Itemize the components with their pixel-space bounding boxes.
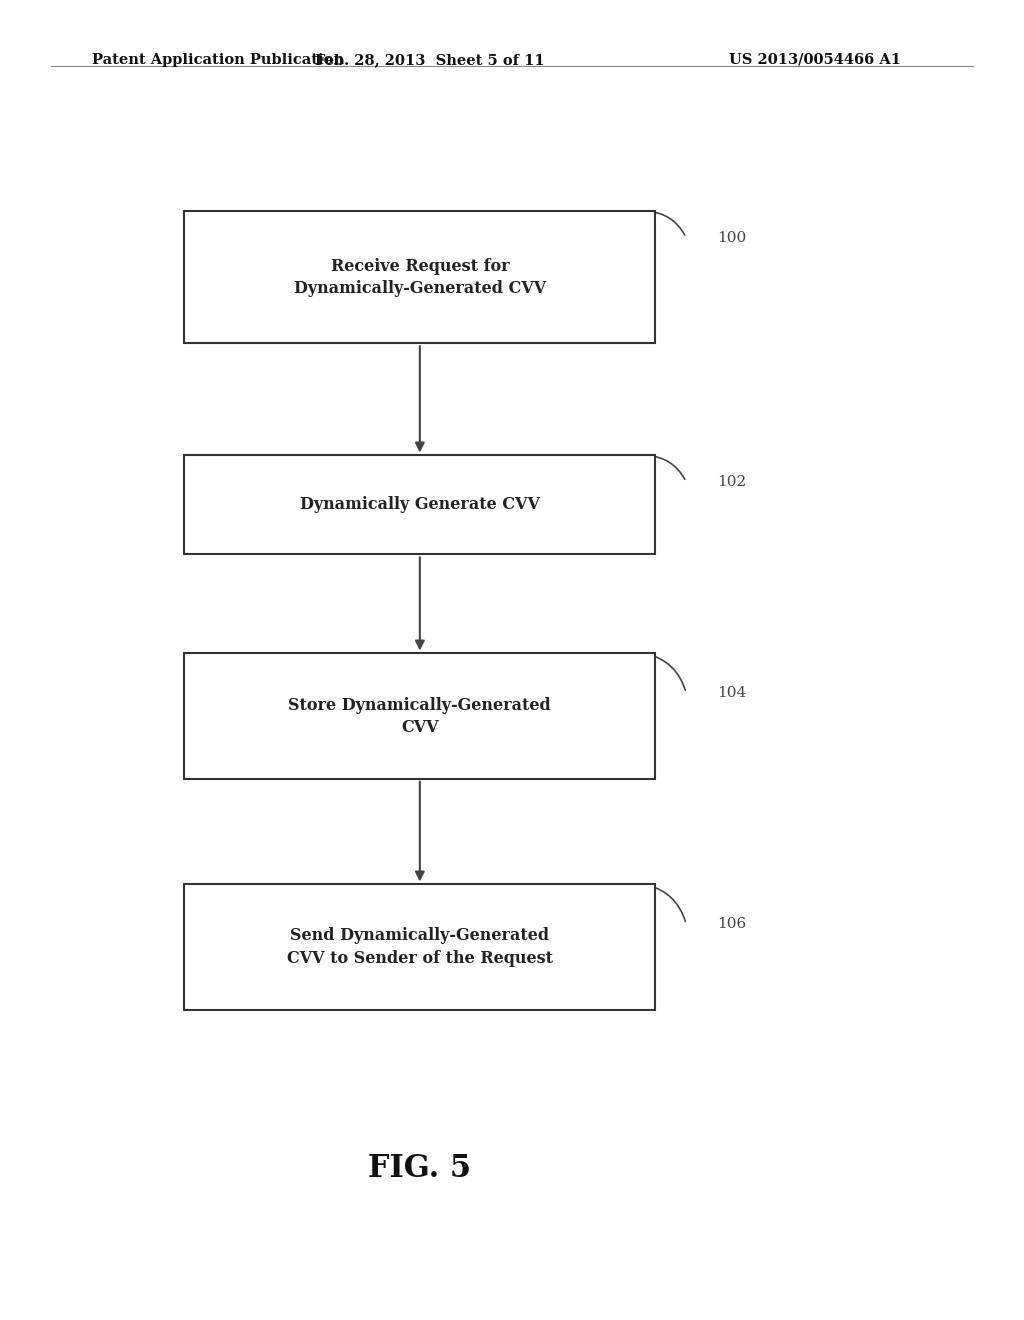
Text: 102: 102 bbox=[717, 475, 746, 488]
Text: FIG. 5: FIG. 5 bbox=[369, 1152, 471, 1184]
FancyBboxPatch shape bbox=[184, 455, 655, 554]
Text: Feb. 28, 2013  Sheet 5 of 11: Feb. 28, 2013 Sheet 5 of 11 bbox=[315, 53, 545, 67]
Text: 106: 106 bbox=[717, 917, 746, 931]
Text: Send Dynamically-Generated
CVV to Sender of the Request: Send Dynamically-Generated CVV to Sender… bbox=[287, 928, 553, 966]
FancyBboxPatch shape bbox=[184, 211, 655, 343]
Text: US 2013/0054466 A1: US 2013/0054466 A1 bbox=[729, 53, 901, 67]
Text: 100: 100 bbox=[717, 231, 746, 244]
FancyBboxPatch shape bbox=[184, 884, 655, 1010]
FancyBboxPatch shape bbox=[184, 653, 655, 779]
Text: Store Dynamically-Generated
CVV: Store Dynamically-Generated CVV bbox=[289, 697, 551, 735]
Text: Receive Request for
Dynamically-Generated CVV: Receive Request for Dynamically-Generate… bbox=[294, 257, 546, 297]
Text: Dynamically Generate CVV: Dynamically Generate CVV bbox=[300, 496, 540, 513]
Text: 104: 104 bbox=[717, 686, 746, 700]
Text: Patent Application Publication: Patent Application Publication bbox=[92, 53, 344, 67]
